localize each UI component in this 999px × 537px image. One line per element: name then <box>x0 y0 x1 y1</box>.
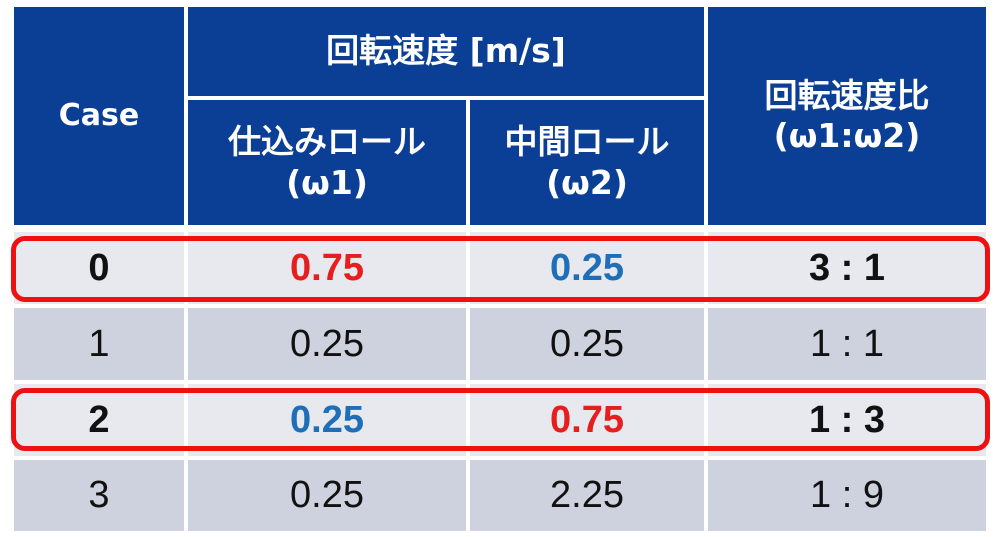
table-row-0-omega1: 0.75 <box>188 232 466 304</box>
header-rotation-speed: 回転速度 [m/s] <box>188 7 704 96</box>
header-speed-ratio: 回転速度比 (ω1:ω2) <box>708 7 986 225</box>
table-row-2-omega2: 0.75 <box>470 384 704 456</box>
table-row-0-omega2: 0.25 <box>470 232 704 304</box>
table-row-2-ratio: 1 : 3 <box>708 384 986 456</box>
table-row-1-omega1: 0.25 <box>188 308 466 380</box>
table-row-1-ratio: 1 : 1 <box>708 308 986 380</box>
table-row-0-case: 0 <box>14 232 184 304</box>
table-row-2-omega1: 0.25 <box>188 384 466 456</box>
table-row-3-ratio: 1 : 9 <box>708 460 986 531</box>
header-middle-roll: 中間ロール (ω2) <box>470 100 704 225</box>
table-row-0-ratio: 3 : 1 <box>708 232 986 304</box>
table-row-2-case: 2 <box>14 384 184 456</box>
table-row-1-case: 1 <box>14 308 184 380</box>
table-row-3-omega2: 2.25 <box>470 460 704 531</box>
header-case: Case <box>14 7 184 225</box>
header-feed-roll: 仕込みロール (ω1) <box>188 100 466 225</box>
table-row-3-case: 3 <box>14 460 184 531</box>
table-row-1-omega2: 0.25 <box>470 308 704 380</box>
table-row-3-omega1: 0.25 <box>188 460 466 531</box>
